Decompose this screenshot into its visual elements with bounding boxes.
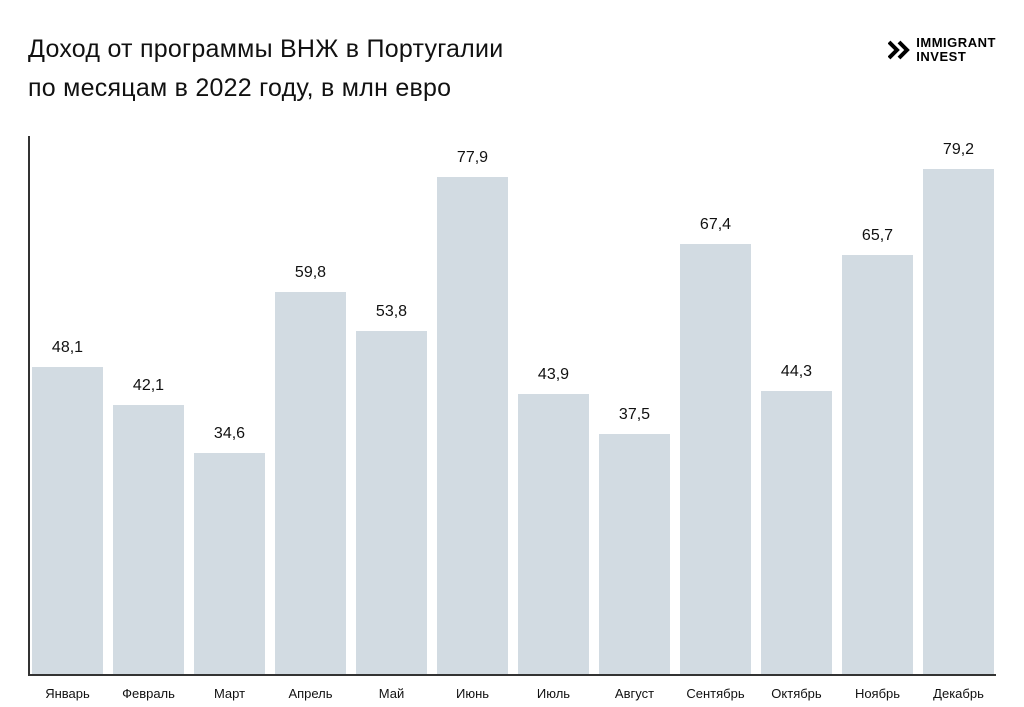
bar (680, 244, 751, 674)
bar-slot: 79,2 (923, 136, 994, 674)
bar-value-label: 37,5 (619, 406, 650, 424)
bar-slot: 34,6 (194, 136, 265, 674)
bar-slot: 65,7 (842, 136, 913, 674)
bar (275, 292, 346, 673)
bar-slot: 77,9 (437, 136, 508, 674)
x-axis-label: Май (356, 686, 427, 701)
x-axis-label: Февраль (113, 686, 184, 701)
bar-slot: 37,5 (599, 136, 670, 674)
brand-logo-line1: IMMIGRANT (916, 36, 996, 50)
x-axis-label: Июнь (437, 686, 508, 701)
bar (518, 394, 589, 674)
bar (194, 453, 265, 674)
bar-slot: 67,4 (680, 136, 751, 674)
x-axis-label: Октябрь (761, 686, 832, 701)
bar (761, 391, 832, 673)
brand-logo: IMMIGRANT INVEST (888, 36, 996, 65)
x-axis-label: Декабрь (923, 686, 994, 701)
chart-title: Доход от программы ВНЖ в Португалии по м… (28, 30, 503, 108)
brand-chevrons-icon (888, 38, 910, 62)
bar-slot: 44,3 (761, 136, 832, 674)
bar-value-label: 42,1 (133, 377, 164, 395)
brand-logo-line2: INVEST (916, 50, 996, 64)
bar-value-label: 77,9 (457, 149, 488, 167)
bar-value-label: 59,8 (295, 264, 326, 282)
bar (32, 367, 103, 674)
chart-title-line1: Доход от программы ВНЖ в Португалии (28, 35, 503, 63)
x-axis-label: Сентябрь (680, 686, 751, 701)
x-axis-label: Август (599, 686, 670, 701)
bar-value-label: 43,9 (538, 366, 569, 384)
x-axis-label: Июль (518, 686, 589, 701)
bar (599, 434, 670, 673)
x-axis-label: Ноябрь (842, 686, 913, 701)
bar-value-label: 44,3 (781, 363, 812, 381)
x-axis-label: Январь (32, 686, 103, 701)
bar (113, 405, 184, 673)
bar-value-label: 48,1 (52, 339, 83, 357)
bar (437, 177, 508, 674)
bar-value-label: 65,7 (862, 227, 893, 245)
x-axis-label: Апрель (275, 686, 346, 701)
bars-container: 48,1 42,1 34,6 59,8 53,8 77,9 43,9 37,5 67,4 44,3… (28, 136, 996, 676)
x-axis-label: Март (194, 686, 265, 701)
bar-value-label: 53,8 (376, 303, 407, 321)
bar (356, 331, 427, 674)
bar (842, 255, 913, 674)
bar-slot: 43,9 (518, 136, 589, 674)
chart-header: Доход от программы ВНЖ в Португалии по м… (28, 30, 996, 108)
bar-slot: 48,1 (32, 136, 103, 674)
bar-value-label: 34,6 (214, 425, 245, 443)
brand-logo-text: IMMIGRANT INVEST (916, 36, 996, 65)
chart-title-line2: по месяцам в 2022 году, в млн евро (28, 74, 451, 102)
bar-slot: 53,8 (356, 136, 427, 674)
bar-slot: 59,8 (275, 136, 346, 674)
bar (923, 169, 994, 674)
bar-value-label: 67,4 (700, 216, 731, 234)
x-axis-labels: Январь Февраль Март Апрель Май Июнь Июль Август… (30, 686, 996, 701)
bar-value-label: 79,2 (943, 141, 974, 159)
bar-slot: 42,1 (113, 136, 184, 674)
bar-chart: 48,1 42,1 34,6 59,8 53,8 77,9 43,9 37,5 67,4 44,3… (28, 136, 996, 701)
